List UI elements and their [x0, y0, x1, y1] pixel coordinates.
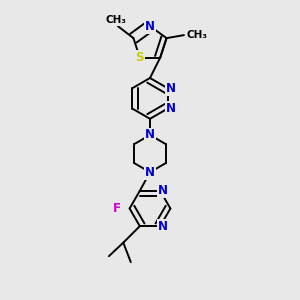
Text: N: N	[145, 20, 155, 33]
Text: N: N	[166, 102, 176, 115]
Text: N: N	[158, 184, 168, 197]
Text: N: N	[145, 128, 155, 142]
Text: N: N	[166, 82, 176, 95]
Text: S: S	[136, 51, 144, 64]
Text: CH₃: CH₃	[106, 15, 127, 25]
Text: N: N	[145, 166, 155, 179]
Text: CH₃: CH₃	[186, 30, 207, 40]
Text: N: N	[158, 220, 168, 233]
Text: F: F	[113, 202, 121, 215]
